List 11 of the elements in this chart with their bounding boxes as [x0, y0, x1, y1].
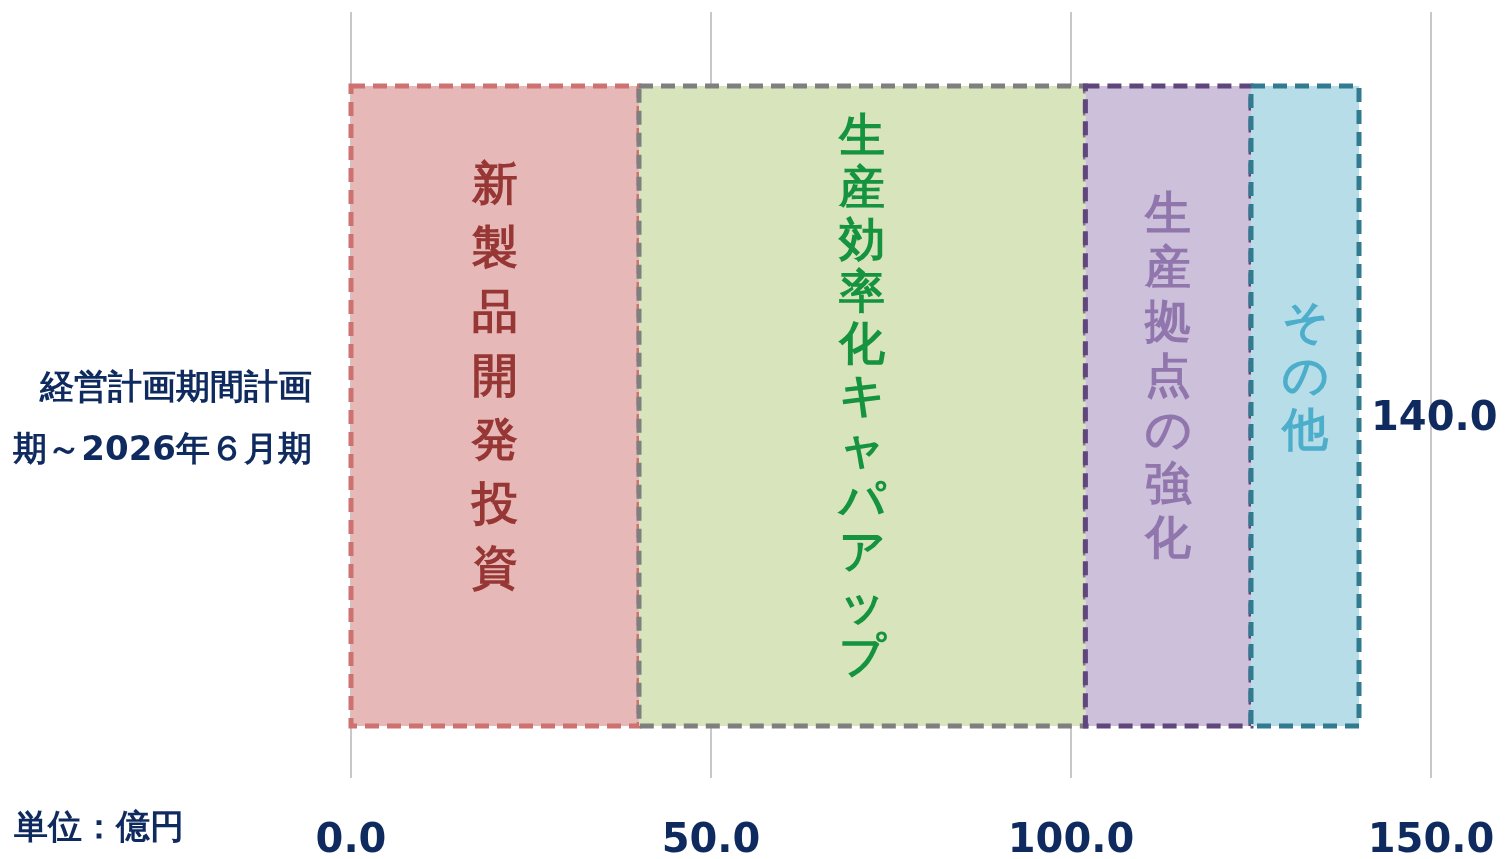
x-tick-label: 150.0: [1367, 815, 1495, 859]
series-label: 生産効率化キャパアップ: [838, 108, 886, 682]
series-label: 生産拠点の強化: [1144, 186, 1192, 564]
series-label: 新製品開発投資: [472, 156, 518, 594]
text: 単位：億円: [14, 806, 184, 846]
total-label: 140.0: [1371, 393, 1498, 439]
y-tick-label: 経営計画期間計画期～2026年６月期: [12, 366, 312, 468]
x-tick-label: 0.0: [315, 815, 387, 859]
x-tick-label: 100.0: [1007, 815, 1135, 859]
series-label: その他: [1281, 294, 1329, 456]
x-tick-label: 50.0: [661, 815, 761, 859]
